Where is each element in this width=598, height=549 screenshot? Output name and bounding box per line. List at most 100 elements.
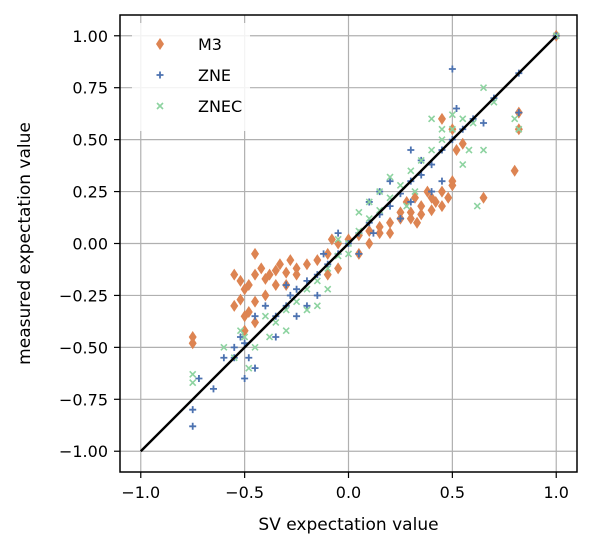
y-tick-label: −0.50 (59, 338, 108, 357)
data-point (438, 136, 446, 144)
data-point (189, 406, 197, 414)
data-point (407, 198, 415, 206)
y-tick-label: 0.75 (72, 79, 108, 98)
data-point (334, 262, 343, 275)
data-point (236, 333, 244, 341)
data-point (282, 281, 290, 289)
data-point (355, 208, 363, 216)
data-point (272, 318, 280, 327)
data-point (479, 191, 488, 204)
legend-marker-zne (156, 71, 164, 79)
data-point (411, 188, 419, 196)
data-point (427, 204, 436, 217)
data-point (365, 198, 373, 206)
data-point (417, 208, 426, 221)
data-point (189, 422, 197, 430)
data-point (431, 195, 440, 208)
data-point (428, 188, 436, 196)
data-point (320, 250, 328, 258)
data-point (286, 254, 295, 267)
data-point (458, 137, 467, 150)
data-point (515, 125, 523, 133)
data-point (324, 285, 332, 293)
data-point (303, 302, 311, 310)
data-point (386, 202, 394, 210)
data-point (369, 229, 377, 237)
data-point (375, 220, 384, 233)
data-point (459, 160, 467, 169)
reference-line (139, 34, 558, 453)
data-point (188, 337, 197, 350)
data-point (438, 125, 446, 133)
data-point (313, 291, 321, 299)
data-point (396, 206, 405, 219)
data-point (459, 115, 467, 123)
data-point (465, 146, 473, 154)
y-tick-label: 0.25 (72, 183, 108, 202)
legend-marker-m3 (156, 38, 164, 50)
data-point (261, 289, 270, 302)
data-point (251, 295, 260, 308)
data-point (245, 364, 253, 372)
y-tick-label: −1.00 (59, 442, 108, 461)
data-point (265, 268, 274, 281)
data-point (327, 233, 336, 246)
data-point (448, 111, 456, 119)
y-tick-label: −0.75 (59, 390, 108, 409)
data-point (293, 298, 301, 306)
data-point (293, 312, 301, 320)
data-point (428, 146, 436, 154)
legend: M3 ZNE ZNEC (132, 23, 250, 131)
data-point (479, 146, 488, 154)
data-point (417, 171, 425, 179)
data-point (220, 354, 228, 362)
data-point (292, 268, 301, 281)
x-axis-ticks: −1.0 −0.5 0.0 0.5 1.0 (121, 472, 569, 502)
data-point (292, 262, 301, 275)
y-axis-label: measured expectation value (15, 122, 35, 365)
data-point (282, 327, 290, 335)
data-point (251, 312, 259, 320)
data-points (188, 29, 561, 430)
data-point (365, 225, 374, 238)
data-point (334, 252, 342, 260)
x-tick-label: 0.0 (336, 483, 361, 502)
data-point (406, 212, 415, 225)
data-point (189, 370, 197, 378)
data-point (407, 167, 415, 175)
data-point (480, 119, 488, 127)
data-point (444, 191, 453, 204)
data-point (386, 177, 394, 185)
data-point (344, 250, 353, 258)
data-point (479, 84, 488, 92)
data-point (375, 227, 384, 240)
data-point (261, 312, 269, 320)
data-point (473, 202, 481, 210)
y-tick-label: 0.00 (72, 235, 108, 254)
data-point (437, 185, 446, 198)
data-point (303, 306, 311, 314)
data-point (448, 175, 457, 188)
data-point (302, 258, 311, 271)
data-point (282, 266, 291, 279)
data-point (396, 215, 404, 223)
data-point (257, 262, 266, 275)
data-point (220, 343, 228, 351)
data-point (241, 375, 249, 383)
data-point (417, 200, 426, 213)
data-point (407, 146, 415, 154)
data-point (303, 277, 311, 285)
data-point (293, 285, 301, 293)
data-point (230, 343, 238, 351)
data-point (452, 144, 461, 157)
data-point (376, 206, 384, 214)
data-point (437, 112, 446, 125)
data-point (376, 188, 384, 196)
data-point (334, 235, 342, 243)
data-point (355, 250, 363, 258)
y-tick-label: 1.00 (72, 27, 108, 46)
data-point (510, 164, 519, 177)
x-axis-label: SV expectation value (258, 515, 438, 535)
data-point (236, 293, 245, 306)
